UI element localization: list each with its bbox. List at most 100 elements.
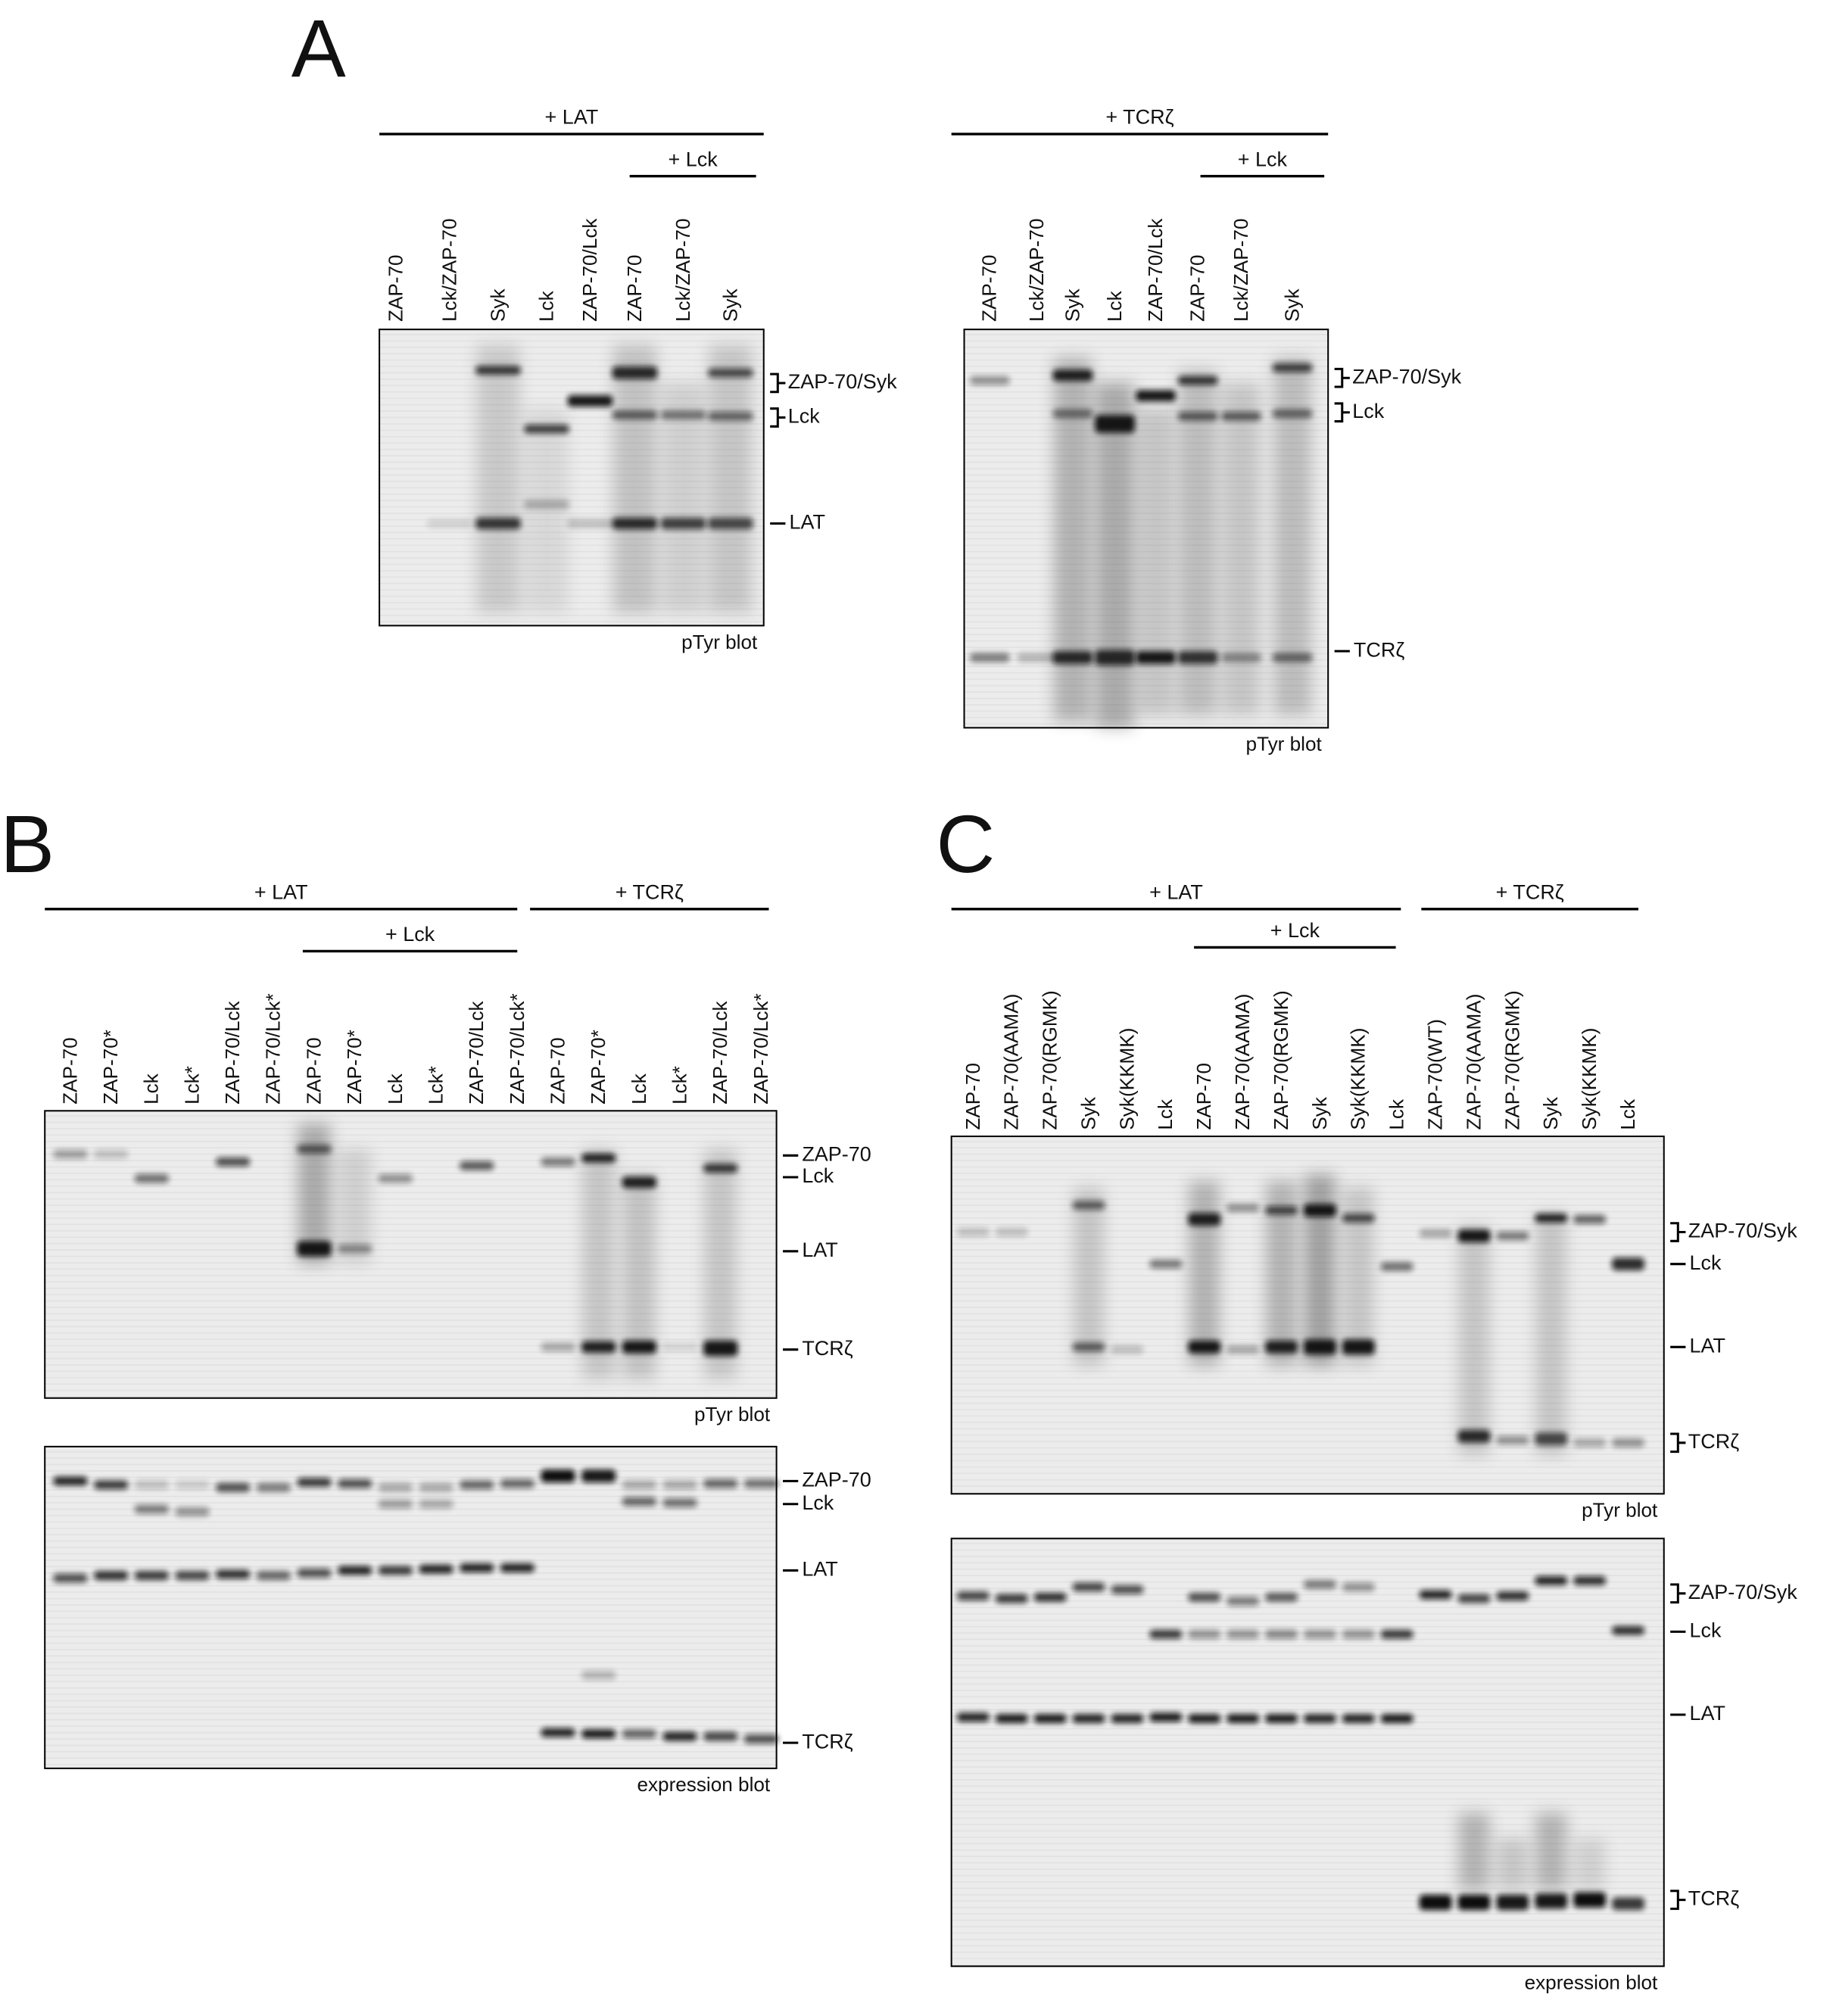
band bbox=[297, 1144, 332, 1154]
marker-label: Lck bbox=[802, 1164, 834, 1187]
group-label: + Lck bbox=[385, 923, 435, 946]
band bbox=[524, 500, 569, 509]
band bbox=[1342, 1629, 1375, 1639]
band bbox=[1111, 1345, 1144, 1354]
band bbox=[256, 1571, 291, 1581]
band bbox=[541, 1157, 575, 1167]
marker-label: ZAP-70 bbox=[802, 1142, 871, 1165]
lane-label: ZAP-70* bbox=[587, 1030, 609, 1105]
marker-label: ZAP-70/Syk bbox=[1352, 365, 1461, 388]
band bbox=[1535, 1214, 1568, 1223]
lane-label: ZAP-70(AAMA) bbox=[1000, 994, 1023, 1130]
band bbox=[1052, 651, 1093, 665]
lane-label: ZAP-70(RGMK) bbox=[1039, 990, 1061, 1130]
lane-label: Lck/ZAP-70 bbox=[672, 219, 694, 322]
band bbox=[1265, 1592, 1298, 1602]
lane-label: Syk bbox=[718, 288, 741, 322]
band bbox=[1304, 1629, 1336, 1639]
lane-label: ZAP-70 bbox=[58, 1037, 81, 1105]
band bbox=[956, 1227, 990, 1237]
marker-label: Lck bbox=[1352, 400, 1384, 422]
band bbox=[475, 517, 521, 530]
marker-label: TCRζ bbox=[802, 1337, 852, 1360]
band bbox=[1612, 1625, 1644, 1635]
band bbox=[1095, 415, 1135, 433]
marker-bracket bbox=[1670, 1222, 1686, 1242]
band bbox=[1342, 1214, 1375, 1223]
lane-label: ZAP-70 bbox=[302, 1037, 325, 1105]
lane-smear bbox=[476, 344, 520, 613]
lane-label: ZAP-70(RGMK) bbox=[1501, 990, 1523, 1130]
band bbox=[995, 1227, 1028, 1237]
band bbox=[1221, 653, 1261, 662]
band bbox=[1188, 1629, 1221, 1639]
marker-label: LAT bbox=[802, 1239, 837, 1261]
marker-label: ZAP-70/Syk bbox=[788, 370, 897, 393]
blot-caption: pTyr blot bbox=[694, 1403, 771, 1426]
lane-smear bbox=[1535, 1213, 1567, 1456]
lane-smear bbox=[709, 344, 753, 613]
band bbox=[1457, 1594, 1491, 1603]
lane-label: Lck bbox=[140, 1073, 163, 1105]
lane-label: ZAP-70/Lck bbox=[709, 1000, 731, 1104]
band bbox=[612, 517, 658, 530]
marker-label: TCRζ bbox=[802, 1730, 852, 1753]
lane-label: Syk bbox=[486, 288, 509, 322]
band bbox=[708, 368, 753, 378]
blot-frame bbox=[379, 329, 765, 627]
band bbox=[1380, 1262, 1414, 1271]
band bbox=[1272, 653, 1313, 662]
band bbox=[94, 1571, 129, 1581]
blot-background bbox=[379, 329, 764, 626]
band bbox=[662, 1342, 697, 1352]
band bbox=[1188, 1714, 1221, 1723]
lane-label: Lck bbox=[384, 1073, 407, 1105]
band bbox=[256, 1482, 291, 1492]
lane-smear bbox=[582, 1148, 616, 1379]
band bbox=[1272, 409, 1313, 419]
lane-label: ZAP-70 bbox=[623, 254, 646, 322]
marker-label: LAT bbox=[1689, 1702, 1725, 1725]
lane-label: ZAP-70/Lck bbox=[465, 1000, 488, 1104]
band bbox=[1265, 1629, 1298, 1639]
lane-label: ZAP-70 bbox=[546, 1037, 569, 1105]
band bbox=[134, 1480, 169, 1490]
band bbox=[216, 1569, 251, 1579]
band bbox=[1380, 1629, 1414, 1639]
band bbox=[460, 1480, 494, 1490]
band bbox=[1573, 1214, 1607, 1224]
lane-label: Syk bbox=[1077, 1096, 1099, 1130]
band bbox=[1052, 409, 1093, 419]
lane-smear bbox=[525, 408, 569, 613]
lane-label: Lck bbox=[535, 290, 557, 322]
lane-label: Lck/ZAP-70 bbox=[1230, 219, 1252, 322]
band bbox=[1496, 1231, 1529, 1241]
band bbox=[216, 1482, 251, 1492]
band bbox=[475, 366, 521, 375]
band bbox=[1304, 1580, 1336, 1589]
lane-smear bbox=[1535, 1812, 1567, 1890]
group-label: + TCRζ bbox=[1496, 880, 1564, 903]
band bbox=[1419, 1894, 1452, 1911]
lane-label: ZAP-70* bbox=[343, 1030, 366, 1105]
lane-label: Syk bbox=[1280, 288, 1303, 322]
band bbox=[216, 1157, 251, 1167]
band bbox=[567, 519, 613, 528]
band bbox=[460, 1161, 494, 1170]
band bbox=[378, 1499, 413, 1509]
band bbox=[94, 1480, 129, 1490]
lane-smear bbox=[1189, 1181, 1220, 1366]
lane-smear bbox=[1222, 382, 1261, 715]
band bbox=[1535, 1576, 1568, 1585]
lane-label: Syk(KKMK) bbox=[1347, 1028, 1370, 1130]
lane-smear bbox=[1096, 382, 1134, 728]
blot-caption: pTyr blot bbox=[681, 631, 758, 653]
lane-label: ZAP-70/Lck bbox=[1144, 218, 1167, 322]
lane-smear bbox=[1458, 1812, 1490, 1890]
band bbox=[338, 1244, 372, 1254]
lane-label: Lck/ZAP-70 bbox=[438, 219, 460, 322]
band bbox=[612, 410, 658, 420]
band bbox=[1072, 1201, 1105, 1211]
lane-smear bbox=[1073, 1187, 1105, 1366]
band bbox=[419, 1499, 454, 1509]
